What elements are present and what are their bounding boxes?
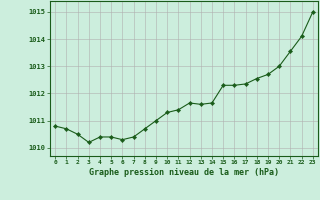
- X-axis label: Graphe pression niveau de la mer (hPa): Graphe pression niveau de la mer (hPa): [89, 168, 279, 177]
